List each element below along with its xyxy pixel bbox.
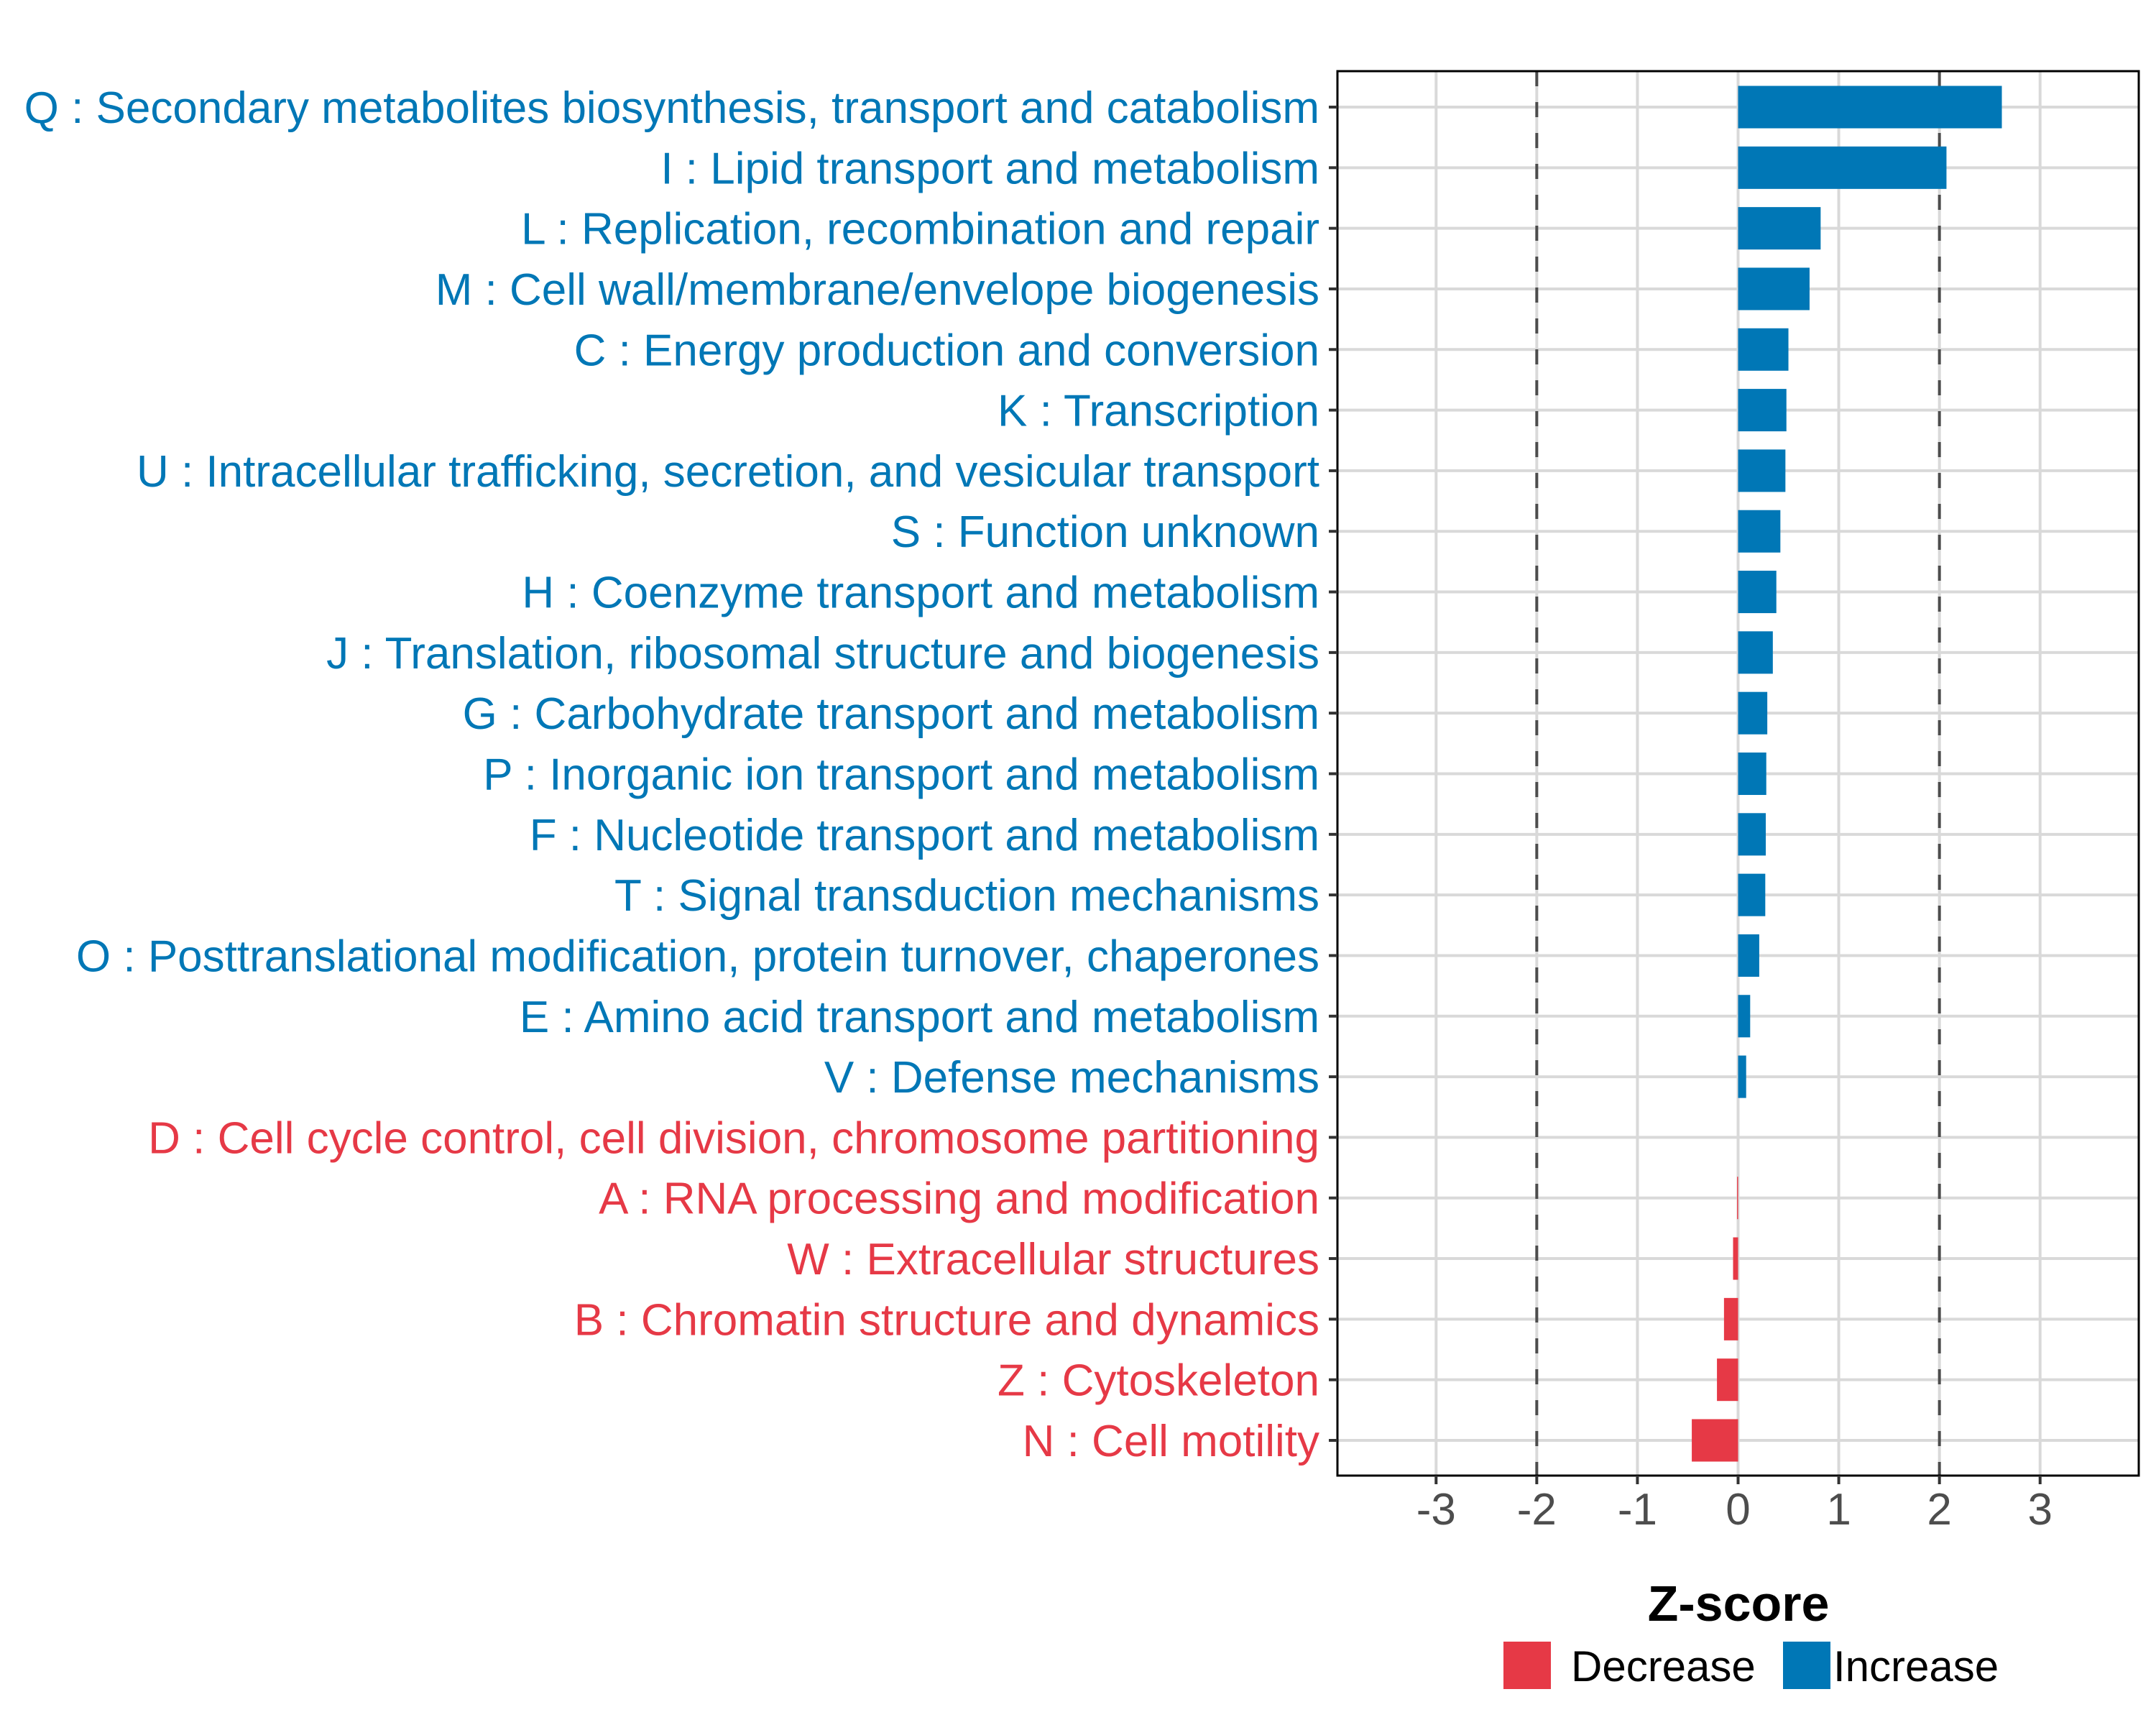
x-tick-label: -3 — [1416, 1485, 1456, 1535]
bar[interactable] — [1738, 813, 1766, 856]
y-tick-label: J : Translation, ribosomal structure and… — [326, 629, 1319, 678]
bar[interactable] — [1737, 1177, 1738, 1220]
bar[interactable] — [1738, 631, 1773, 674]
bar[interactable] — [1738, 752, 1766, 796]
bar[interactable] — [1738, 146, 1947, 189]
x-tick-label: -2 — [1517, 1485, 1557, 1535]
y-tick-label: A : RNA processing and modification — [599, 1174, 1319, 1224]
bar[interactable] — [1738, 995, 1751, 1038]
legend-swatch — [1503, 1642, 1551, 1689]
x-tick-label: 1 — [1826, 1485, 1851, 1535]
bars — [1692, 86, 2002, 1462]
legend-label: Decrease — [1571, 1642, 1756, 1690]
y-tick-label: K : Transcription — [998, 387, 1319, 436]
x-tick-label: 0 — [1726, 1485, 1750, 1535]
y-tick-label: T : Signal transduction mechanisms — [614, 871, 1319, 921]
bar[interactable] — [1738, 510, 1781, 553]
y-axis: Q : Secondary metabolites biosynthesis, … — [24, 83, 1337, 1466]
legend-item-decrease[interactable]: Decrease — [1503, 1642, 1756, 1690]
y-tick-label: P : Inorganic ion transport and metaboli… — [483, 750, 1319, 800]
y-tick-label: Q : Secondary metabolites biosynthesis, … — [24, 83, 1319, 133]
y-tick-label: B : Chromatin structure and dynamics — [574, 1295, 1319, 1345]
legend-item-increase[interactable]: Increase — [1783, 1642, 1999, 1690]
y-tick-label: H : Coenzyme transport and metabolism — [522, 569, 1319, 618]
y-tick-label: N : Cell motility — [1023, 1417, 1319, 1466]
y-tick-label: U : Intracellular trafficking, secretion… — [137, 447, 1319, 497]
bar[interactable] — [1733, 1237, 1738, 1280]
x-axis: -3 -2 -1 0 1 2 3 — [1416, 1476, 2053, 1535]
bar[interactable] — [1738, 873, 1766, 916]
bar[interactable] — [1738, 934, 1759, 977]
legend-swatch — [1783, 1642, 1830, 1689]
y-tick-label: C : Energy production and conversion — [574, 326, 1319, 375]
x-tick-label: -1 — [1618, 1485, 1657, 1535]
y-tick-label: W : Extracellular structures — [787, 1235, 1319, 1284]
bar[interactable] — [1738, 449, 1786, 492]
y-tick-label: D : Cell cycle control, cell division, c… — [148, 1113, 1319, 1163]
bar[interactable] — [1723, 1297, 1738, 1340]
y-tick-label: V : Defense mechanisms — [824, 1053, 1319, 1103]
bar[interactable] — [1738, 207, 1821, 250]
y-tick-label: G : Carbohydrate transport and metabolis… — [463, 689, 1319, 739]
y-tick-label: I : Lipid transport and metabolism — [660, 144, 1319, 193]
y-tick-label: O : Posttranslational modification, prot… — [76, 932, 1319, 981]
bar[interactable] — [1738, 86, 2002, 129]
x-tick-label: 3 — [2027, 1485, 2052, 1535]
y-tick-label: S : Function unknown — [891, 507, 1319, 557]
y-tick-label: F : Nucleotide transport and metabolism — [530, 811, 1319, 860]
bar[interactable] — [1738, 267, 1810, 310]
y-tick-label: L : Replication, recombination and repai… — [521, 205, 1319, 254]
legend-label: Increase — [1833, 1642, 1999, 1690]
bar[interactable] — [1717, 1358, 1738, 1402]
x-tick-label: 2 — [1927, 1485, 1951, 1535]
y-tick-label: E : Amino acid transport and metabolism — [520, 993, 1319, 1042]
bar[interactable] — [1692, 1419, 1738, 1462]
y-tick-label: M : Cell wall/membrane/envelope biogenes… — [436, 265, 1319, 315]
x-axis-title: Z-score — [1648, 1576, 1830, 1632]
bar[interactable] — [1738, 691, 1768, 735]
bar[interactable] — [1738, 1055, 1746, 1098]
bar[interactable] — [1738, 571, 1777, 614]
y-tick-label: Z : Cytoskeleton — [998, 1356, 1319, 1406]
legend[interactable]: Decrease Increase — [1503, 1642, 1999, 1690]
bar[interactable] — [1738, 328, 1789, 371]
bar[interactable] — [1738, 389, 1787, 432]
